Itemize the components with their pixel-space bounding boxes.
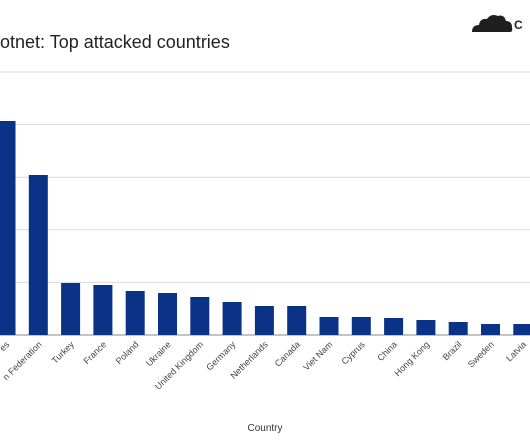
bar — [93, 285, 113, 335]
x-tick-label: Viet Nam — [301, 339, 334, 372]
x-tick-label: Latvia — [504, 339, 528, 363]
x-tick-label: France — [81, 339, 108, 366]
x-tick-label: Germany — [204, 339, 238, 373]
bar — [0, 121, 16, 335]
bar — [125, 291, 145, 335]
bar — [384, 318, 404, 335]
bar — [254, 306, 274, 335]
bar — [190, 297, 210, 335]
x-tick-label: Poland — [114, 339, 141, 366]
x-tick-labels: esn Federation Turkey France Poland UkraineU… — [0, 339, 528, 392]
cloud-logo-icon — [472, 15, 513, 32]
x-axis-title: Country — [247, 423, 283, 434]
chart-title: otnet: Top attacked countries — [0, 32, 230, 52]
logo-text: C — [514, 18, 524, 32]
bar — [222, 302, 242, 335]
bar — [416, 320, 436, 335]
x-tick-label: Brazil — [441, 339, 464, 362]
x-tick-label: Hong Kong — [392, 339, 431, 378]
bar — [481, 324, 500, 335]
x-tick-label: Ukraine — [144, 339, 173, 368]
x-tick-label: Canada — [273, 339, 302, 368]
bar — [287, 306, 307, 335]
x-tick-label: es — [0, 339, 12, 353]
bar — [158, 293, 177, 335]
x-tick-label: Sweden — [466, 339, 496, 369]
x-tick-label: China — [375, 339, 399, 363]
x-tick-label: Cyprus — [339, 339, 367, 367]
bar — [28, 175, 48, 335]
bar — [351, 317, 371, 335]
bars — [0, 121, 530, 335]
bar — [513, 324, 530, 335]
bar — [61, 283, 81, 335]
x-tick-label: Turkey — [50, 339, 77, 366]
bar — [319, 317, 339, 335]
bar — [448, 322, 468, 335]
